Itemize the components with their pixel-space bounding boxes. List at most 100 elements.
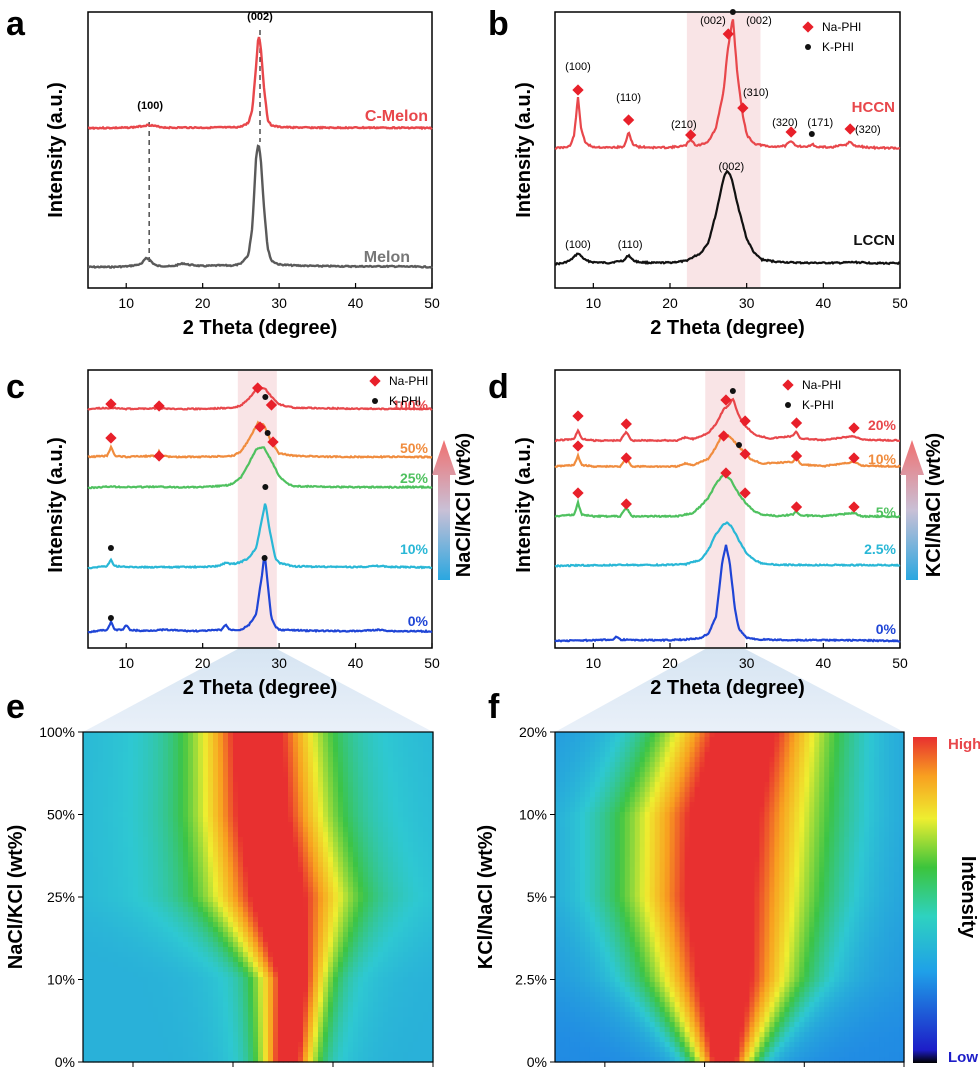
heatmap-cell: [298, 757, 304, 763]
heatmap-cell: [213, 867, 219, 873]
heatmap-cell: [413, 822, 419, 828]
heatmap-cell: [233, 1002, 239, 1008]
heatmap-cell: [298, 887, 304, 893]
heatmap-cell: [353, 1007, 359, 1013]
heatmap-cell: [93, 807, 99, 813]
heatmap-cell: [258, 1007, 264, 1013]
heatmap-cell: [408, 1037, 414, 1043]
heatmap-cell: [348, 1057, 354, 1063]
heatmap-cell: [208, 1007, 214, 1013]
heatmap-cell: [584, 742, 591, 748]
heatmap-cell: [408, 947, 414, 953]
heatmap-cell: [654, 742, 661, 748]
heatmap-cell: [178, 1037, 184, 1043]
heatmap-cell: [203, 992, 209, 998]
heatmap-cell: [188, 807, 194, 813]
heatmap-cell: [564, 737, 571, 743]
heatmap-cell: [378, 747, 384, 753]
heatmap-cell: [213, 937, 219, 943]
heatmap-cell: [408, 857, 414, 863]
heatmap-cell: [158, 757, 164, 763]
heatmap-cell: [373, 882, 379, 888]
heatmap-cell: [428, 917, 434, 923]
heatmap-cell: [243, 1037, 249, 1043]
heatmap-cell: [103, 1022, 109, 1028]
heatmap-cell: [278, 997, 284, 1003]
heatmap-cell: [218, 867, 224, 873]
heatmap-cell: [418, 1032, 424, 1038]
heatmap-cell: [413, 932, 419, 938]
heatmap-cell: [268, 887, 274, 893]
heatmap-cell: [93, 802, 99, 808]
heatmap-cell: [188, 962, 194, 968]
heatmap-cell: [413, 807, 419, 813]
heatmap-cell: [363, 967, 369, 973]
heatmap-cell: [308, 817, 314, 823]
heatmap-cell: [153, 847, 159, 853]
heatmap-cell: [173, 1047, 179, 1053]
heatmap-cell: [163, 757, 169, 763]
heatmap-cell: [123, 907, 129, 913]
heatmap-cell: [253, 822, 259, 828]
heatmap-cell: [133, 787, 139, 793]
heatmap-cell: [428, 1052, 434, 1058]
heatmap-cell: [218, 1012, 224, 1018]
heatmap-cell: [323, 962, 329, 968]
heatmap-cell: [398, 772, 404, 778]
heatmap-cell: [193, 832, 199, 838]
heatmap-cell: [203, 1017, 209, 1023]
panel-letter-e: e: [6, 688, 25, 726]
heatmap-cell: [203, 772, 209, 778]
heatmap-cell: [233, 897, 239, 903]
heatmap-cell: [163, 802, 169, 808]
heatmap-cell: [318, 992, 324, 998]
heatmap-cell: [193, 1047, 199, 1053]
heatmap-cell: [108, 882, 114, 888]
heatmap-cell: [649, 732, 656, 738]
heatmap-cell: [153, 852, 159, 858]
heatmap-cell: [313, 962, 319, 968]
heatmap-cell: [263, 1032, 269, 1038]
heatmap-cell: [328, 967, 334, 973]
heatmap-cell: [223, 957, 229, 963]
heatmap-cell: [283, 1037, 289, 1043]
heatmap-cell: [353, 952, 359, 958]
heatmap-cell: [308, 927, 314, 933]
heatmap-cell: [263, 772, 269, 778]
heatmap-cell: [113, 847, 119, 853]
heatmap-cell: [98, 847, 104, 853]
heatmap-cell: [103, 1012, 109, 1018]
heatmap-cell: [173, 867, 179, 873]
heatmap-cell: [754, 747, 761, 753]
heatmap-cell: [223, 872, 229, 878]
heatmap-cell: [378, 1002, 384, 1008]
heatmap-cell: [253, 1022, 259, 1028]
heatmap-cell: [423, 872, 429, 878]
heatmap-cell: [108, 832, 114, 838]
heatmap-cell: [218, 827, 224, 833]
heatmap-cell: [313, 1047, 319, 1053]
heatmap-cell: [413, 1037, 419, 1043]
heatmap-cell: [323, 837, 329, 843]
heatmap-cell: [143, 1057, 149, 1063]
heatmap-cell: [273, 987, 279, 993]
heatmap-cell: [373, 837, 379, 843]
heatmap-cell: [418, 857, 424, 863]
heatmap-cell: [178, 962, 184, 968]
heatmap-cell: [303, 772, 309, 778]
heatmap-cell: [113, 942, 119, 948]
heatmap-cell: [143, 757, 149, 763]
heatmap-cell: [143, 1047, 149, 1053]
heatmap-cell: [238, 1042, 244, 1048]
heatmap-cell: [148, 1017, 154, 1023]
heatmap-cell: [238, 1007, 244, 1013]
heatmap-cell: [323, 847, 329, 853]
heatmap-cell: [298, 917, 304, 923]
heatmap-cell: [413, 1007, 419, 1013]
heatmap-cell: [213, 1042, 219, 1048]
heatmap-cell: [428, 887, 434, 893]
increase-arrow: [432, 440, 456, 580]
heatmap-cell: [293, 897, 299, 903]
heatmap-cell: [203, 972, 209, 978]
heatmap-cell: [654, 747, 661, 753]
